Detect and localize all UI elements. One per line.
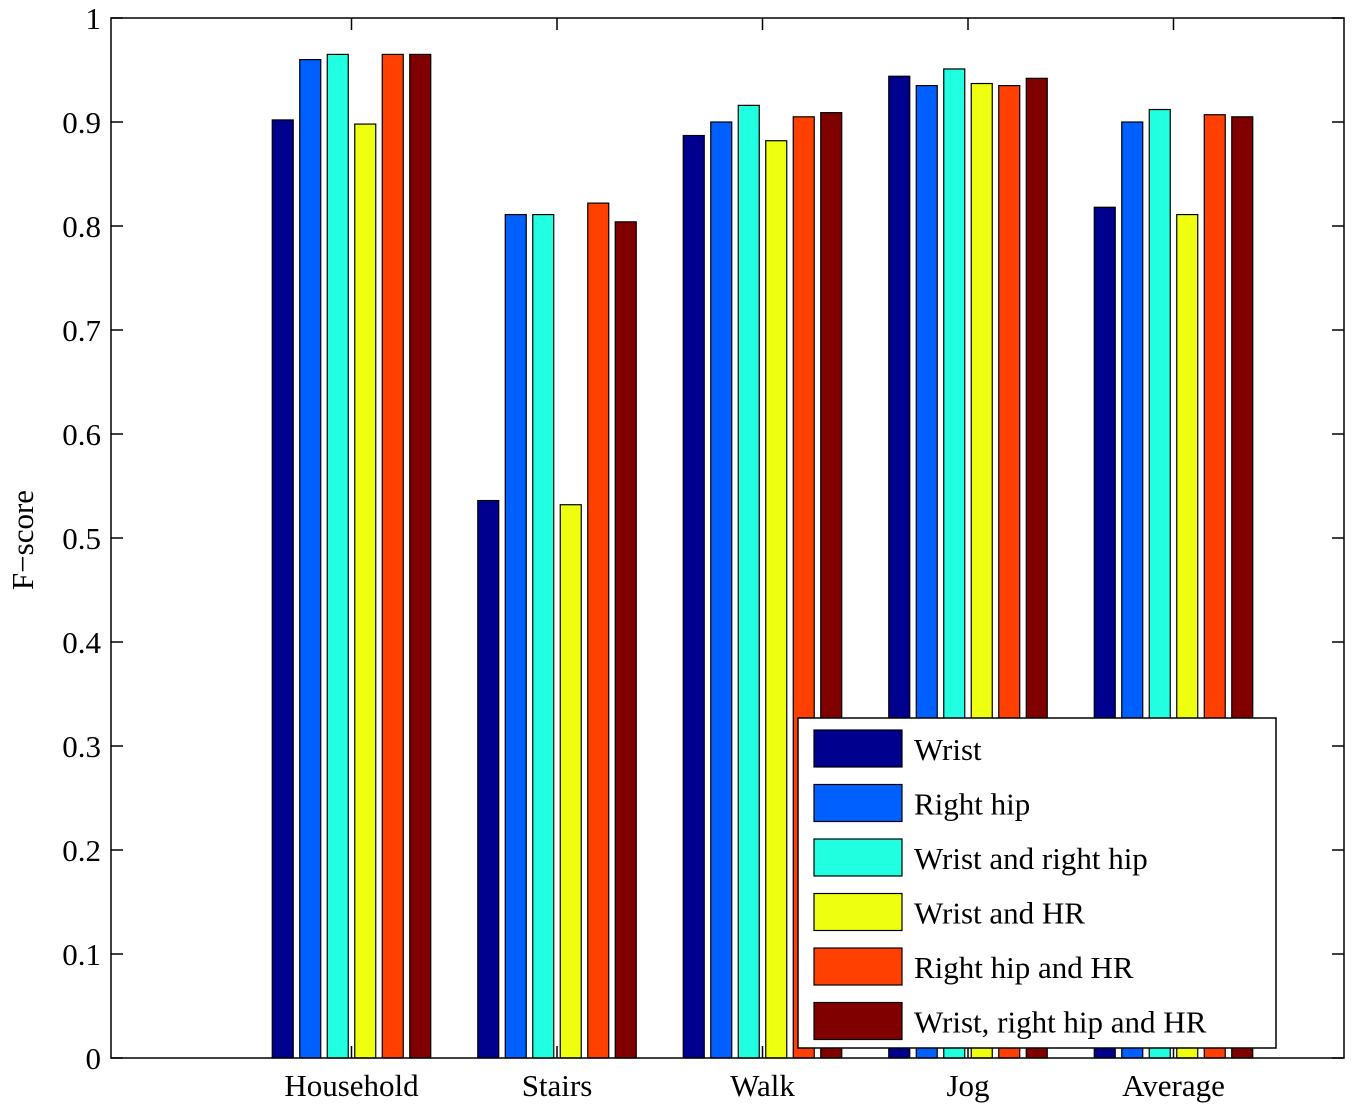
y-tick-label: 0.4 (62, 625, 101, 660)
legend-swatch (813, 947, 903, 986)
bar-wrist-and-hr-household (354, 123, 377, 1059)
legend-label: Wrist, right hip and HR (914, 1005, 1207, 1040)
bar-wrist-and-right-hip-stairs (532, 213, 555, 1059)
x-tick-label: Jog (946, 1068, 989, 1103)
x-tick-label: Household (284, 1068, 419, 1103)
bar-wrist-and-hr-walk (765, 140, 788, 1059)
y-tick-label: 0.1 (62, 937, 101, 972)
bar-wrist-and-right-hip-household (326, 53, 349, 1059)
bar-wrist-and-hr-stairs (559, 504, 582, 1059)
legend-label: Wrist and right hip (914, 841, 1148, 876)
legend-swatch (813, 838, 903, 877)
bar-right-hip-and-hr-stairs (587, 202, 610, 1059)
y-tick-label: 0.3 (62, 729, 101, 764)
y-tick-label: 0.7 (62, 313, 101, 348)
bar-right-hip-walk (710, 121, 733, 1059)
y-tick-label: 0.8 (62, 209, 101, 244)
bar-right-hip-household (299, 58, 322, 1059)
legend-swatch (813, 729, 903, 768)
legend-label: Right hip and HR (914, 950, 1134, 985)
legend-label: Wrist and HR (914, 896, 1085, 931)
y-tick-label: 0.5 (62, 521, 101, 556)
bar-wrist-and-right-hip-walk (737, 104, 760, 1059)
x-tick-label: Average (1122, 1068, 1225, 1103)
bar-wrist-right-hip-and-hr-stairs (614, 221, 637, 1059)
axes-group: 0 0.1 0.2 0.3 0.4 0.5 0.6 0.7 0.8 0.9 1 Household St… (62, 1, 1345, 1103)
legend-label: Right hip (914, 787, 1030, 822)
legend: Wrist Right hip Wrist and right hip Wrist a… (797, 717, 1277, 1049)
y-tick-label: 0 (86, 1041, 102, 1076)
legend-label: Wrist (914, 732, 982, 767)
bar-wrist-stairs (477, 499, 500, 1059)
bar-wrist-household (271, 119, 294, 1059)
bar-wrist-walk (682, 134, 705, 1059)
legend-swatch (813, 1001, 903, 1041)
y-tick-label: 0.6 (62, 417, 101, 452)
x-tick-label: Walk (730, 1068, 795, 1103)
y-tick-label: 0.9 (62, 105, 101, 140)
legend-swatch (813, 892, 903, 932)
bar-right-hip-and-hr-household (381, 53, 404, 1059)
y-tick-label: 0.2 (62, 833, 101, 868)
y-tick-label: 1 (86, 1, 102, 36)
bar-wrist-right-hip-and-hr-household (409, 53, 432, 1059)
legend-box (797, 717, 1277, 1049)
y-axis-title: F−score (5, 490, 40, 590)
bar-right-hip-stairs (504, 213, 527, 1059)
legend-swatch (813, 783, 903, 823)
x-tick-label: Stairs (522, 1068, 593, 1103)
